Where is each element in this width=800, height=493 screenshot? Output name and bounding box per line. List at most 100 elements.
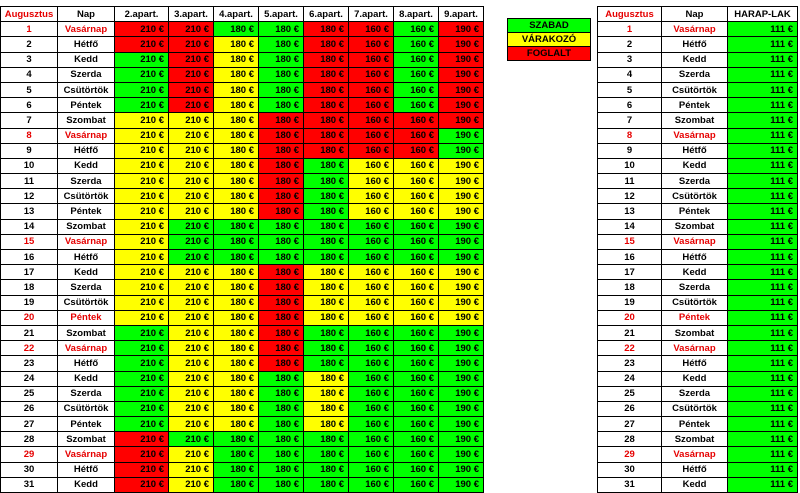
day-name: Kedd [57,264,115,281]
price-cell: 180 € [303,66,349,83]
day-name: Péntek [57,309,115,326]
price-cell: 190 € [438,324,484,342]
price-cell: 160 € [348,385,394,402]
price-cell: 160 € [348,416,394,433]
table-row: 2 Hétfő 111 € [597,36,798,53]
price-cell: 210 € [168,188,214,205]
price-cell: 180 € [303,431,349,448]
price-cell: 190 € [438,340,484,357]
price-cell: 180 € [258,173,304,190]
day-number: 1 [0,21,58,38]
price-cell: 111 € [727,416,798,433]
day-name: Vasárnap [661,21,728,38]
day-number: 2 [0,36,58,53]
price-cell: 111 € [727,203,798,220]
day-number: 9 [597,142,662,159]
price-cell: 160 € [393,324,439,342]
table-row: 27 Péntek 111 € [597,416,798,433]
table-row: 25 Szerda 111 € [597,385,798,402]
price-cell: 111 € [727,476,798,493]
price-cell: 210 € [168,324,214,342]
day-number: 26 [597,400,662,418]
price-cell: 160 € [393,81,439,99]
price-cell: 160 € [393,97,439,114]
table-row: 29 Vasárnap 111 € [597,446,798,463]
price-cell: 190 € [438,416,484,433]
table-row: 22 Vasárnap 111 € [597,340,798,357]
day-name: Kedd [661,476,728,493]
price-cell: 180 € [303,446,349,463]
price-cell: 180 € [213,218,259,235]
price-cell: 210 € [114,264,169,281]
day-number: 18 [597,279,662,296]
legend-row: VÁRAKOZÓ [507,32,591,47]
table-row: 19 Csütörtök 210 €210 €180 €180 €180 €160 … [0,294,484,311]
day-name: Kedd [57,51,115,68]
day-name: Kedd [661,264,728,281]
price-cell: 190 € [438,385,484,402]
price-cell: 160 € [393,400,439,418]
price-cell: 180 € [258,66,304,83]
day-number: 20 [597,309,662,326]
day-number: 4 [597,66,662,83]
price-cell: 180 € [258,157,304,175]
table-row: 29 Vasárnap 210 €210 €180 €180 €180 €160 €… [0,446,484,463]
table-row: 9 Hétfő 210 €210 €180 €180 €180 €160 €160 … [0,142,484,159]
price-cell: 160 € [393,233,439,251]
day-number: 16 [597,248,662,266]
day-name: Szombat [661,431,728,448]
price-cell: 180 € [303,188,349,205]
price-cell: 180 € [303,81,349,99]
price-cell: 160 € [348,309,394,326]
price-cell: 180 € [213,324,259,342]
price-cell: 210 € [114,36,169,53]
price-cell: 160 € [348,173,394,190]
legend-row: FOGLALT [507,46,591,61]
price-cell: 180 € [258,461,304,478]
price-cell: 210 € [168,446,214,463]
price-cell: 111 € [727,157,798,175]
price-cell: 190 € [438,188,484,205]
price-cell: 210 € [168,81,214,99]
table-row: 10 Kedd 210 €210 €180 €180 €180 €160 €160 … [0,157,484,175]
day-number: 17 [597,264,662,281]
price-cell: 210 € [114,476,169,493]
price-cell: 210 € [168,370,214,387]
price-cell: 180 € [258,36,304,53]
price-cell: 160 € [348,279,394,296]
price-cell: 180 € [258,203,304,220]
day-name: Vasárnap [57,446,115,463]
price-cell: 111 € [727,324,798,342]
price-cell: 180 € [213,446,259,463]
price-cell: 111 € [727,294,798,311]
price-cell: 210 € [168,461,214,478]
day-number: 12 [0,188,58,205]
day-name: Szerda [57,66,115,83]
day-number: 4 [0,66,58,83]
price-cell: 210 € [168,476,214,493]
day-number: 25 [597,385,662,402]
price-cell: 210 € [168,203,214,220]
price-cell: 160 € [393,416,439,433]
price-cell: 160 € [393,264,439,281]
side-header-row: Augusztus Nap HARAP-LAK [597,5,798,23]
table-row: 11 Szerda 111 € [597,173,798,190]
price-cell: 210 € [168,264,214,281]
price-cell: 180 € [258,309,304,326]
column-header: 4.apart. [213,5,259,23]
day-name: Hétfő [661,355,728,372]
price-cell: 180 € [258,127,304,144]
price-cell: 111 € [727,279,798,296]
price-cell: 210 € [114,81,169,99]
day-number: 10 [597,157,662,175]
price-cell: 111 € [727,21,798,38]
price-cell: 180 € [213,203,259,220]
price-cell: 180 € [213,127,259,144]
day-number: 26 [0,400,58,418]
availability-table: Augusztus Nap 2.apart. 3.apart. 4.apart. 5.ap… [0,5,484,493]
price-cell: 210 € [114,294,169,311]
price-cell: 180 € [213,248,259,266]
day-name: Szerda [661,279,728,296]
day-number: 2 [597,36,662,53]
price-cell: 180 € [213,112,259,129]
